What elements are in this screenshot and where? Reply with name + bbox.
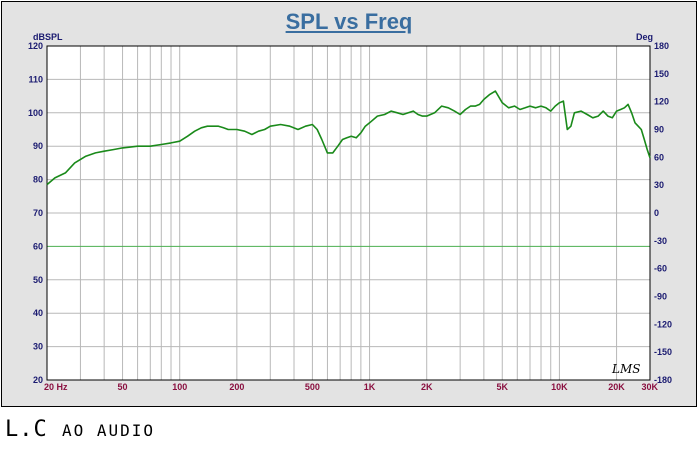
y-right-tick-label: 90 (654, 125, 664, 135)
x-tick-label: 100 (172, 382, 187, 392)
y-right-tick-label: 0 (654, 208, 659, 218)
x-tick-label: 1K (364, 382, 376, 392)
y-right-tick-label: 60 (654, 152, 664, 162)
y-tick-label: 110 (28, 74, 43, 84)
x-tick-label: 20 Hz (44, 382, 68, 392)
brand-sub: AO AUDIO (62, 421, 156, 440)
spl-chart: 20 30 40 50 60 70 80 90 100 110 120 -180 -150 -120 -90… (28, 32, 672, 392)
lms-watermark: LMS (611, 362, 640, 376)
y-tick-label: 30 (33, 342, 43, 352)
y-axis-label: dBSPL (33, 32, 63, 42)
y-right-tick-label: 150 (654, 69, 669, 79)
spl-series-line (46, 90, 651, 186)
y-tick-label: 60 (33, 241, 43, 251)
y-right-axis-label: Deg (636, 32, 653, 42)
y-tick-label: 70 (33, 208, 43, 218)
y-tick-label: 120 (28, 41, 43, 51)
y-right-tick-label: -30 (654, 236, 667, 246)
y-right-tick-label: 180 (654, 41, 669, 51)
x-tick-label: 200 (229, 382, 244, 392)
y-tick-label: 40 (33, 308, 43, 318)
x-tick-label: 20K (608, 382, 625, 392)
y-right-tick-label: -180 (654, 375, 672, 385)
y-right-tick-label: -120 (654, 319, 672, 329)
x-tick-label: 500 (305, 382, 320, 392)
y-right-tick-label: -150 (654, 347, 672, 357)
plot-border (46, 45, 651, 381)
x-tick-label: 30K (641, 382, 658, 392)
y-right-tick-label: -60 (654, 264, 667, 274)
chart-title: SPL vs Freq (285, 9, 413, 34)
y-tick-label: 50 (33, 275, 43, 285)
y-tick-label: 80 (33, 175, 43, 185)
x-tick-label: 5K (497, 382, 509, 392)
x-tick-label: 50 (118, 382, 128, 392)
y-tick-label: 20 (33, 375, 43, 385)
x-tick-label: 10K (551, 382, 568, 392)
y-right-tick-label: 30 (654, 180, 664, 190)
brand-main: L.C (5, 417, 48, 442)
y-right-tick-label: -90 (654, 292, 667, 302)
brand-logo: L.C AO AUDIO (5, 417, 155, 442)
y-tick-label: 90 (33, 141, 43, 151)
y-tick-label: 100 (28, 108, 43, 118)
x-tick-label: 2K (421, 382, 433, 392)
y-right-tick-label: 120 (654, 97, 669, 107)
